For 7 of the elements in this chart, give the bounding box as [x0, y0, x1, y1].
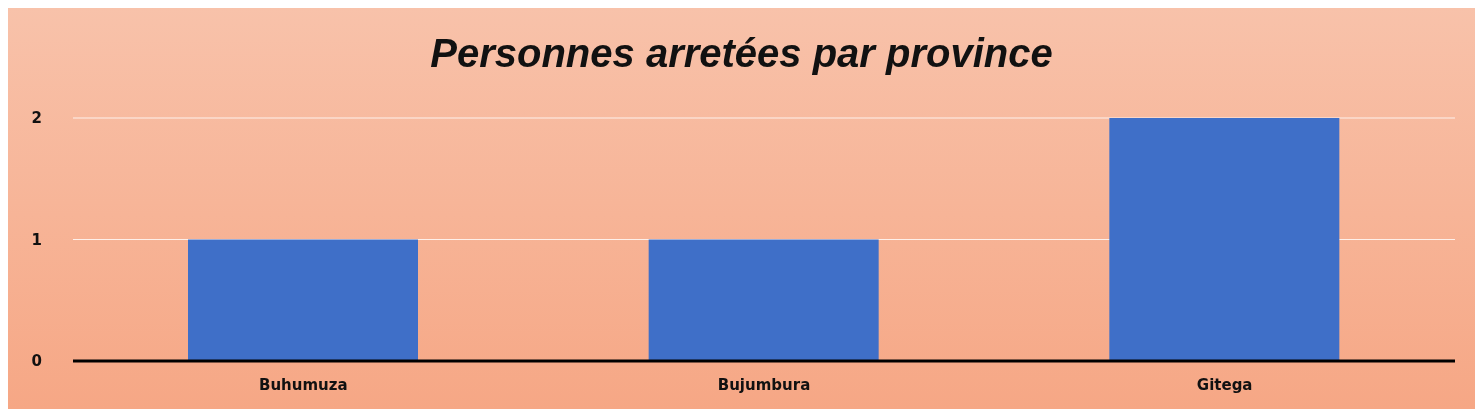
y-tick-label: 0: [31, 352, 42, 371]
y-tick-label: 2: [31, 109, 42, 128]
x-tick-label: Buhumuza: [259, 375, 348, 394]
chart-title: Personnes arretées par province: [429, 29, 1054, 77]
y-tick-label: 1: [31, 230, 42, 249]
x-tick-label: Gitega: [1196, 375, 1253, 394]
x-tick-label: Bujumbura: [717, 375, 811, 394]
